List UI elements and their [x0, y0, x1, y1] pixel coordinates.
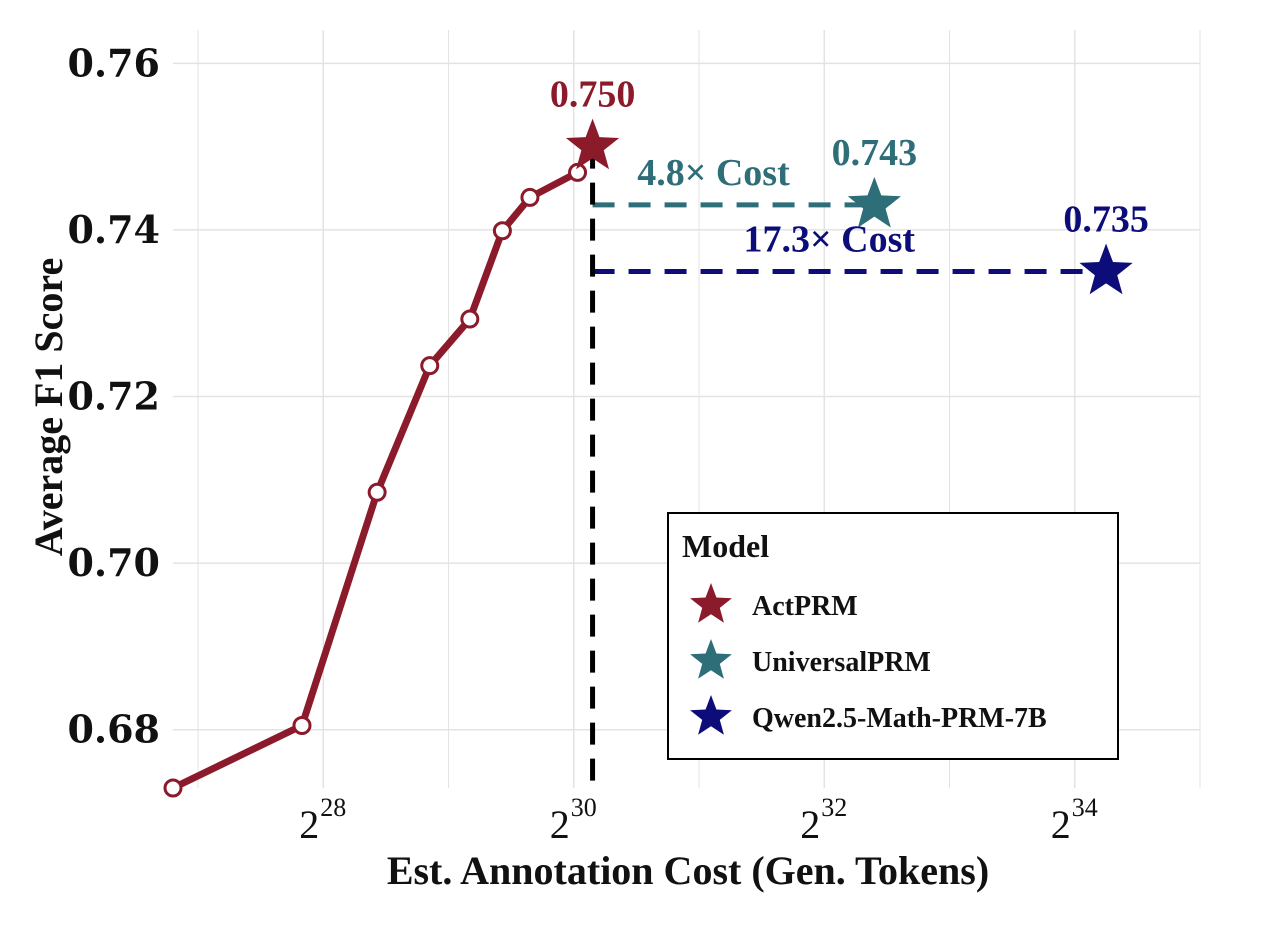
stars [565, 118, 1133, 295]
legend-label: UniversalPRM [752, 647, 931, 678]
x-ticks: 2 28 2 30 2 32 2 34 [299, 793, 1097, 847]
reference-lines [590, 146, 1107, 788]
x-tick-base: 2 [1051, 802, 1071, 847]
legend-box [667, 512, 1119, 760]
star-marker [565, 118, 620, 170]
x-tick-exponent: 28 [320, 793, 346, 822]
curve-point [520, 187, 540, 207]
x-tick-base: 2 [299, 802, 319, 847]
legend-title: Model [682, 528, 769, 564]
cost-label: 17.3× Cost [744, 219, 916, 261]
curve-point [163, 778, 183, 798]
x-tick-exponent: 32 [821, 793, 847, 822]
y-tick-label: 0.74 [67, 207, 160, 252]
star-marker [1079, 243, 1133, 295]
y-tick-label: 0.76 [67, 40, 160, 85]
x-tick-exponent: 30 [571, 793, 597, 822]
y-tick-label: 0.72 [67, 374, 160, 419]
y-tick-label: 0.70 [67, 540, 160, 585]
y-tick-label: 0.68 [67, 707, 160, 752]
y-axis-title: Average F1 Score [26, 258, 71, 556]
curve-line [169, 168, 582, 792]
legend-star [690, 639, 732, 679]
star-value-label: 0.743 [832, 132, 918, 174]
legend: Model ActPRM UniversalPRM Qwen2.5-Math-PRM… [667, 512, 1119, 760]
x-tick-label: 2 34 [1051, 793, 1098, 847]
curve-point [420, 356, 440, 376]
star-value-label: 0.735 [1063, 199, 1149, 241]
legend-label: ActPRM [752, 591, 858, 622]
x-axis-title: Est. Annotation Cost (Gen. Tokens) [387, 848, 989, 893]
curve-point [460, 309, 480, 329]
curve-point [367, 482, 387, 502]
x-tick-base: 2 [800, 802, 820, 847]
cost-label: 4.8× Cost [637, 152, 790, 194]
legend-entries: ActPRM UniversalPRM Qwen2.5-Math-PRM-7B [690, 583, 1047, 735]
x-tick-label: 2 32 [800, 793, 847, 847]
star-marker [847, 176, 901, 228]
curve-point [292, 716, 312, 736]
curve-point [492, 221, 512, 241]
x-tick-label: 2 30 [550, 793, 597, 847]
x-tick-exponent: 34 [1072, 793, 1098, 822]
y-ticks: 0.68 0.70 0.72 0.74 0.76 [67, 40, 160, 751]
x-tick-base: 2 [550, 802, 570, 847]
legend-label: Qwen2.5-Math-PRM-7B [752, 703, 1047, 734]
actprm-curve [163, 162, 588, 798]
legend-star [690, 583, 732, 623]
x-tick-label: 2 28 [299, 793, 346, 847]
legend-star [690, 695, 732, 735]
annotations: 4.8× Cost 17.3× Cost 0.750 0.743 0.735 [550, 74, 1149, 261]
star-value-label: 0.750 [550, 74, 636, 116]
